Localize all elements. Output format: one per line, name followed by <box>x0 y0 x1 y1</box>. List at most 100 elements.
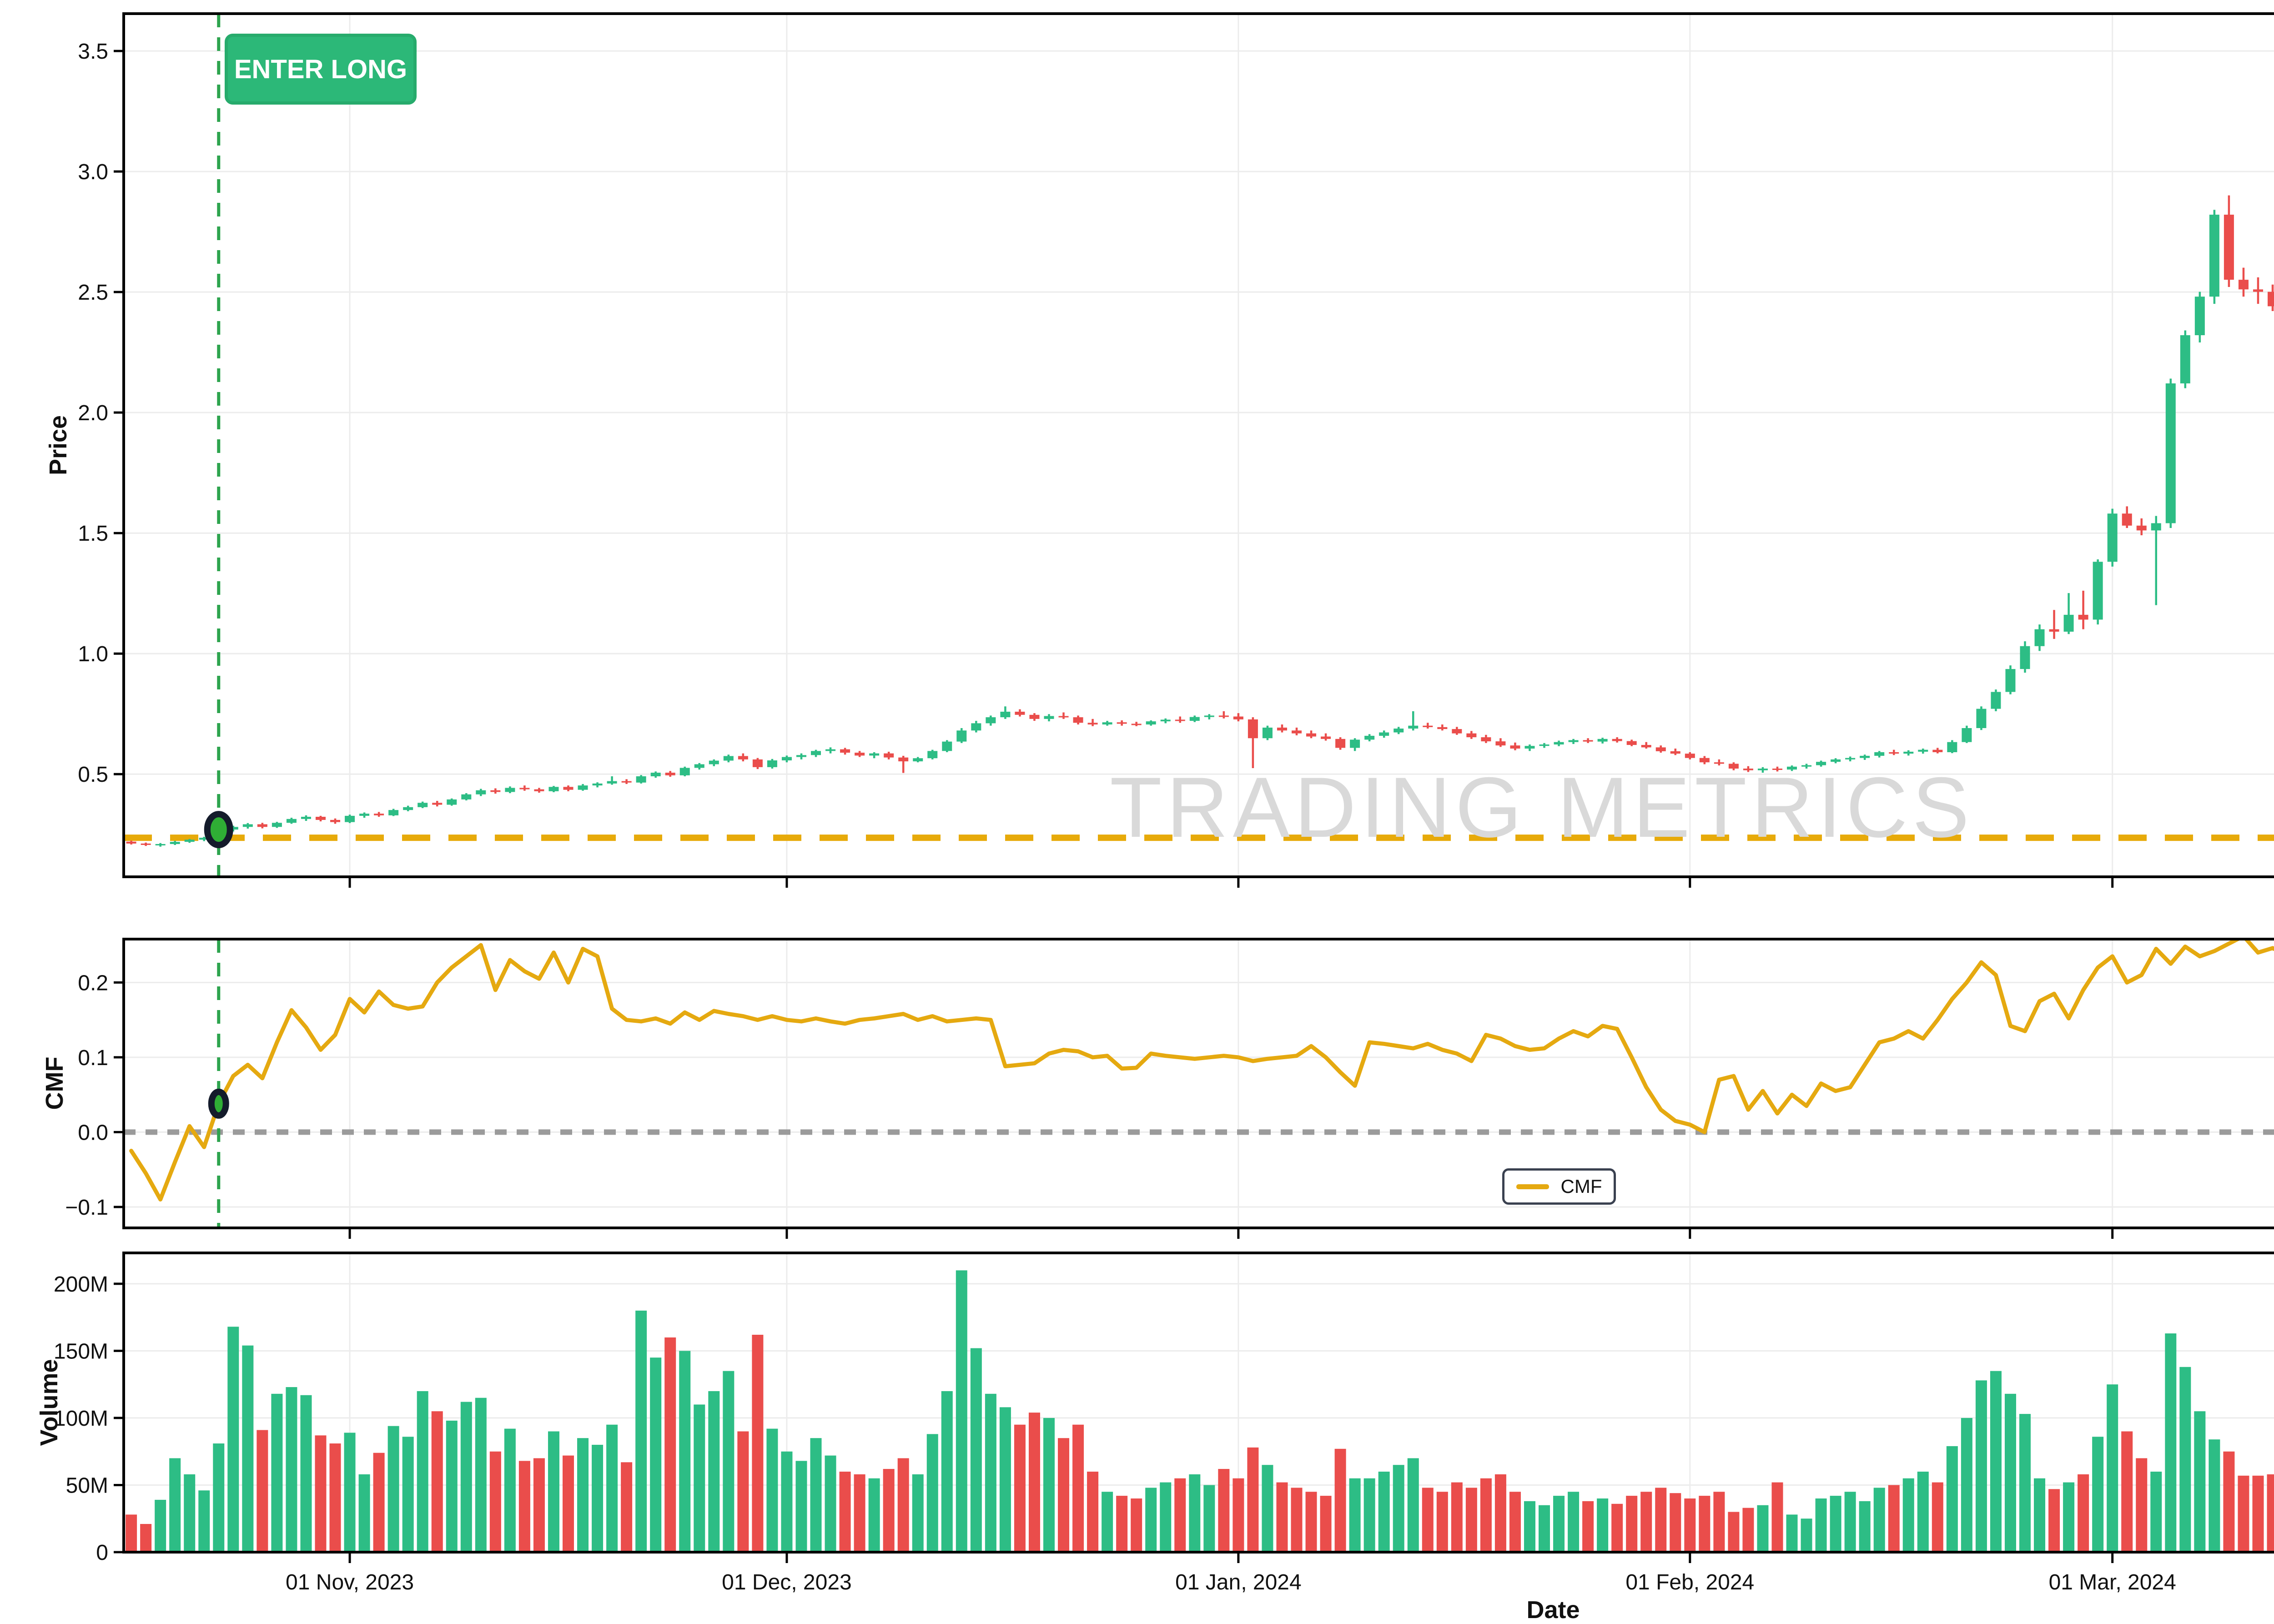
candle-body <box>855 753 865 756</box>
volume-bar <box>329 1443 341 1552</box>
volume-bar <box>1815 1498 1827 1552</box>
volume-bar <box>2063 1482 2075 1552</box>
volume-bar <box>446 1420 458 1552</box>
candle-body <box>1102 722 1112 725</box>
candle-body <box>2093 562 2103 620</box>
volume-bar <box>2194 1411 2206 1552</box>
tick-label: 3.0 <box>78 160 108 184</box>
candle-body <box>884 753 894 758</box>
entry-marker-cmf <box>208 1088 229 1119</box>
volume-bar <box>1422 1488 1434 1552</box>
candle-body <box>1117 722 1127 724</box>
volume-bar <box>198 1490 210 1552</box>
volume-bar <box>1160 1482 1172 1552</box>
tick-label: 0.5 <box>78 763 108 787</box>
cmf-axis-title: CMF <box>41 1056 68 1110</box>
candle-body <box>1816 762 1826 765</box>
volume-bar <box>1087 1471 1099 1552</box>
candle-body <box>1350 739 1360 748</box>
volume-bar <box>621 1462 633 1552</box>
volume-bar <box>577 1438 589 1552</box>
candle-body <box>476 790 486 794</box>
candle-body <box>141 843 151 845</box>
candle-body <box>986 717 996 724</box>
tick-label: 150M <box>54 1339 108 1363</box>
candle-body <box>1423 725 1433 727</box>
volume-bar <box>1757 1505 1769 1552</box>
volume-bar <box>169 1458 181 1552</box>
volume-bar <box>1524 1501 1535 1552</box>
volume-bar <box>854 1474 865 1552</box>
volume-bar <box>1058 1438 1070 1552</box>
candle-body <box>2136 525 2147 531</box>
candle-body <box>1029 714 1040 719</box>
volume-bar <box>1014 1424 1026 1552</box>
candle-body <box>1248 719 1258 739</box>
volume-bar <box>679 1351 691 1552</box>
candle-body <box>199 838 209 840</box>
cmf-panel-frame <box>122 938 2274 1229</box>
tick-label: 100M <box>54 1407 108 1431</box>
volume-bar <box>1568 1492 1580 1552</box>
candle-body <box>1160 719 1171 722</box>
volume-bar <box>708 1391 720 1552</box>
volume-bar <box>1247 1447 1259 1552</box>
volume-bar <box>460 1402 472 1552</box>
candle-body <box>1321 736 1331 739</box>
volume-bar <box>1873 1488 1885 1552</box>
volume-bar <box>1902 1478 1914 1552</box>
candle-body <box>2180 335 2190 384</box>
volume-bar <box>1451 1482 1463 1552</box>
volume-bar <box>2136 1458 2148 1552</box>
volume-bar <box>1859 1501 1871 1552</box>
cmf-legend: CMF <box>1502 1168 1616 1205</box>
candle-body <box>752 759 763 767</box>
volume-bar <box>1276 1482 1288 1552</box>
candle-body <box>2194 297 2205 336</box>
candle-body <box>1146 721 1156 725</box>
volume-bar <box>2179 1367 2191 1552</box>
candle-body <box>1058 716 1069 718</box>
volume-bar <box>883 1469 895 1552</box>
volume-bar <box>2209 1439 2220 1552</box>
candle-body <box>942 741 952 751</box>
candle-body <box>2034 629 2045 646</box>
candle-body <box>1728 764 1739 769</box>
candle-body <box>1510 745 1520 749</box>
candle-body <box>665 773 675 775</box>
tick-label: −0.1 <box>65 1196 108 1220</box>
candle-body <box>2209 215 2219 297</box>
volume-bar <box>315 1435 327 1552</box>
candlestick-series <box>126 195 2274 847</box>
candle-body <box>1991 692 2001 709</box>
candle-body <box>1962 728 1972 742</box>
candle-body <box>709 760 719 764</box>
volume-bar <box>548 1431 559 1552</box>
volume-bar <box>563 1455 574 1552</box>
volume-bar <box>2107 1384 2118 1552</box>
candle-body <box>2268 292 2274 307</box>
candle-body <box>2005 669 2016 692</box>
tick-label: 01 Jan, 2024 <box>1175 1570 1302 1594</box>
volume-bar <box>1553 1496 1565 1552</box>
volume-bar <box>810 1438 822 1552</box>
candle-body <box>1335 739 1346 748</box>
candle-body <box>418 803 428 807</box>
volume-bar <box>271 1393 283 1552</box>
candle-body <box>796 755 806 757</box>
volume-series <box>126 1270 2274 1552</box>
candle-body <box>374 814 384 815</box>
volume-bar <box>1509 1492 1521 1552</box>
volume-bar <box>344 1433 356 1552</box>
volume-bar <box>155 1499 166 1552</box>
volume-axis-title: Volume <box>35 1359 63 1446</box>
candle-body <box>840 749 850 753</box>
volume-bar <box>227 1327 239 1552</box>
candle-body <box>1408 725 1419 729</box>
cmf-series <box>129 939 2274 1202</box>
volume-bar <box>752 1334 764 1552</box>
tick-label: 0 <box>96 1541 108 1565</box>
volume-bar <box>868 1478 880 1552</box>
volume-bar <box>1961 1418 1972 1552</box>
